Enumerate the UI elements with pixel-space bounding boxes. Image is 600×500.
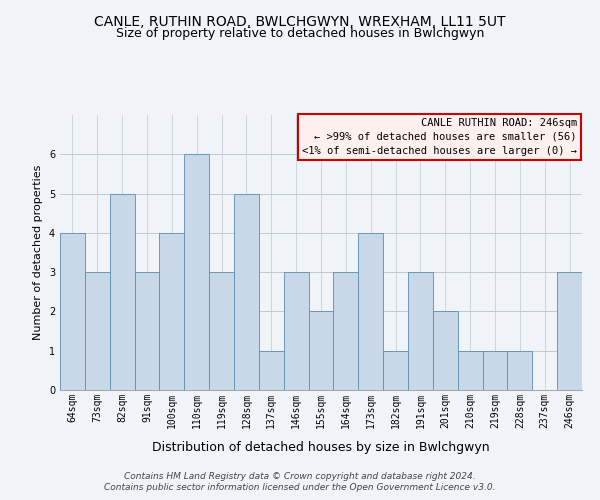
Bar [184, 154, 209, 390]
Bar [110, 194, 134, 390]
Text: Size of property relative to detached houses in Bwlchgwyn: Size of property relative to detached ho… [116, 28, 484, 40]
Bar [60, 233, 85, 390]
Bar [160, 233, 184, 390]
Bar [308, 312, 334, 390]
Bar [408, 272, 433, 390]
Text: Distribution of detached houses by size in Bwlchgwyn: Distribution of detached houses by size … [152, 441, 490, 454]
Text: CANLE, RUTHIN ROAD, BWLCHGWYN, WREXHAM, LL11 5UT: CANLE, RUTHIN ROAD, BWLCHGWYN, WREXHAM, … [94, 15, 506, 29]
Bar [358, 233, 383, 390]
Y-axis label: Number of detached properties: Number of detached properties [34, 165, 43, 340]
Bar [259, 350, 284, 390]
Bar [383, 350, 408, 390]
Bar [482, 350, 508, 390]
Text: Contains public sector information licensed under the Open Government Licence v3: Contains public sector information licen… [104, 484, 496, 492]
Bar [334, 272, 358, 390]
Bar [209, 272, 234, 390]
Bar [433, 312, 458, 390]
Bar [134, 272, 160, 390]
Bar [85, 272, 110, 390]
Bar [284, 272, 308, 390]
Bar [557, 272, 582, 390]
Text: CANLE RUTHIN ROAD: 246sqm
← >99% of detached houses are smaller (56)
<1% of semi: CANLE RUTHIN ROAD: 246sqm ← >99% of deta… [302, 118, 577, 156]
Bar [234, 194, 259, 390]
Bar [458, 350, 482, 390]
Bar [508, 350, 532, 390]
Text: Contains HM Land Registry data © Crown copyright and database right 2024.: Contains HM Land Registry data © Crown c… [124, 472, 476, 481]
